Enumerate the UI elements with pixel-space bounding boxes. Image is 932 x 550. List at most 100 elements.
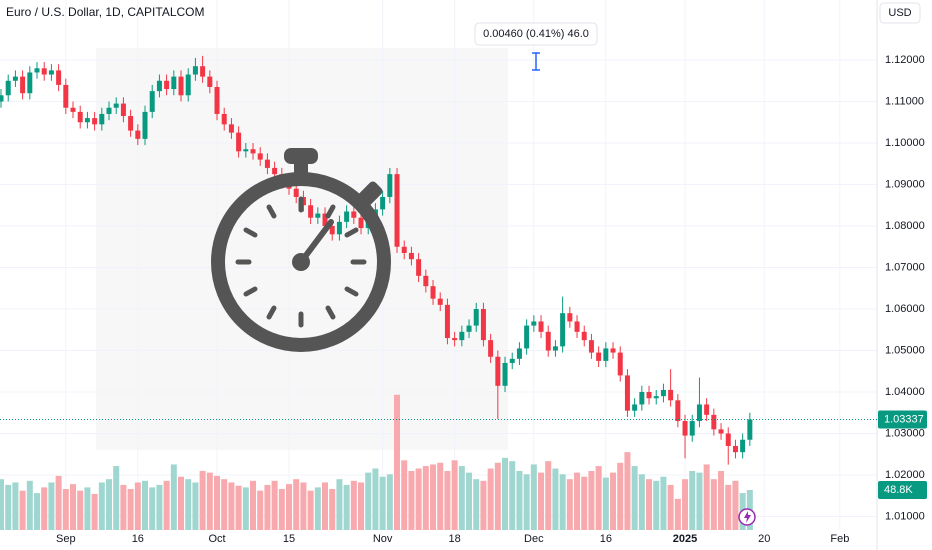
volume-bar: [156, 484, 163, 530]
candle-body: [747, 419, 753, 440]
candle-body: [459, 331, 465, 341]
candle-body: [408, 252, 414, 260]
candle-body: [725, 433, 731, 446]
candle-body: [70, 107, 76, 112]
volume-bar: [228, 482, 235, 530]
candle-body: [380, 196, 386, 210]
volume-layer: [0, 394, 753, 530]
currency[interactable]: USD: [888, 7, 911, 19]
candle-body: [689, 421, 695, 436]
candle-body: [624, 375, 630, 411]
candle-body: [178, 76, 184, 96]
candle-body: [574, 321, 580, 332]
volume-bar: [192, 482, 199, 530]
candle-body: [675, 400, 681, 422]
candle-body: [552, 346, 558, 351]
volume-bar: [48, 482, 55, 530]
x-tick-label: Feb: [830, 533, 849, 545]
candle-body: [718, 429, 724, 434]
y-tick-label: 1.12000: [885, 54, 925, 66]
volume-bar: [5, 484, 12, 530]
volume-bar: [34, 493, 41, 530]
volume-bar: [235, 485, 242, 530]
volume-bar: [458, 466, 465, 530]
volume-bar: [638, 474, 645, 530]
volume-bar: [250, 480, 257, 530]
volume-bar: [610, 472, 617, 530]
candle-body: [200, 66, 206, 77]
candle-body: [336, 221, 342, 235]
x-tick-label: 16: [600, 533, 612, 545]
volume-bar: [473, 479, 480, 530]
currency-button[interactable]: [879, 2, 921, 24]
candle-body: [430, 286, 436, 299]
candle-body: [27, 72, 33, 94]
volume-bar: [358, 482, 365, 530]
candle-body: [185, 74, 191, 96]
volume-bar: [134, 482, 141, 530]
candle-body: [452, 338, 458, 341]
volume-bar: [264, 484, 271, 530]
volume-bar: [574, 472, 581, 530]
y-tick-label: 1.07000: [885, 261, 925, 273]
candle-body: [704, 404, 710, 415]
volume-bar: [293, 479, 300, 530]
last-price-box: [878, 410, 927, 429]
candle-body: [308, 205, 314, 218]
volume-bar: [689, 470, 696, 530]
volume-bar: [41, 487, 48, 530]
volume-bar: [487, 468, 494, 530]
volume-bar: [509, 461, 516, 530]
candle-body: [56, 70, 62, 85]
candle-body: [516, 348, 522, 359]
candle-body: [632, 404, 638, 411]
candle-body: [416, 259, 422, 276]
volume-bar: [538, 472, 545, 530]
candle-body: [214, 86, 220, 114]
candle-body: [495, 356, 501, 386]
candle-body: [236, 132, 242, 152]
volume-bar: [401, 460, 408, 530]
stopwatch-icon: [211, 148, 391, 352]
candle-body: [48, 70, 54, 75]
candle-body: [264, 159, 270, 168]
candle-body: [581, 331, 587, 341]
candle-body: [84, 118, 90, 123]
candle-body: [34, 68, 40, 73]
candle-body: [696, 404, 702, 422]
y-tick-label: 1.06000: [885, 303, 925, 315]
y-tick-label: 1.05000: [885, 344, 925, 356]
candle-body: [142, 111, 148, 139]
candle-body: [401, 246, 407, 253]
volume-bar: [163, 480, 170, 530]
candle-body: [164, 80, 170, 90]
volume-bar: [91, 493, 98, 530]
volume-bar: [178, 476, 185, 530]
candle-body: [128, 116, 134, 131]
last-volume-label: 48.8K: [884, 484, 913, 496]
candle-body: [358, 217, 364, 229]
candle-body: [106, 107, 112, 114]
volume-bar: [566, 479, 573, 530]
candle-body: [171, 76, 177, 90]
volume-bar: [106, 479, 113, 530]
last-volume-box: [878, 481, 927, 499]
volume-bar: [19, 490, 26, 530]
volume-bar: [444, 470, 451, 530]
volume-bar: [185, 479, 192, 530]
candle-body: [531, 321, 537, 326]
candle-body: [740, 439, 746, 453]
x-tick-label: Oct: [208, 533, 225, 545]
candle-body: [207, 76, 213, 87]
candle-body: [322, 213, 328, 227]
volume-bar: [703, 464, 710, 530]
candle-body: [473, 309, 479, 326]
volume-bar: [221, 479, 228, 530]
volume-bar: [653, 480, 660, 530]
volume-bar: [408, 470, 415, 530]
candle-body: [221, 113, 227, 125]
volume-bar: [170, 464, 177, 530]
candle-body: [524, 325, 530, 349]
volume-bar: [430, 464, 437, 530]
